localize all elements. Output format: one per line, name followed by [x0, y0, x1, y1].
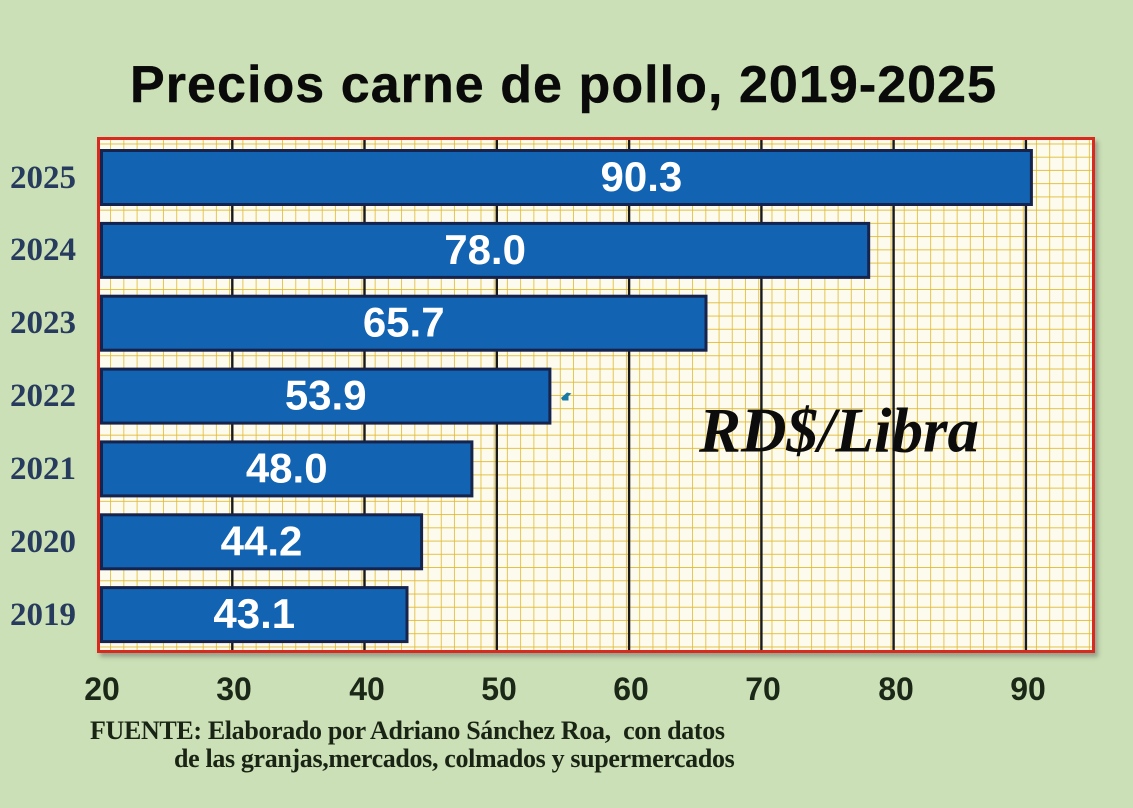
svg-text:43.1: 43.1: [213, 590, 295, 637]
svg-text:90.3: 90.3: [601, 153, 683, 200]
svg-text:78.0: 78.0: [444, 226, 526, 273]
svg-text:44.2: 44.2: [221, 517, 303, 564]
svg-text:48.0: 48.0: [246, 444, 328, 491]
svg-text:RD$/Libra: RD$/Libra: [698, 396, 979, 466]
svg-text:65.7: 65.7: [363, 299, 445, 346]
svg-text:53.9: 53.9: [285, 372, 367, 419]
